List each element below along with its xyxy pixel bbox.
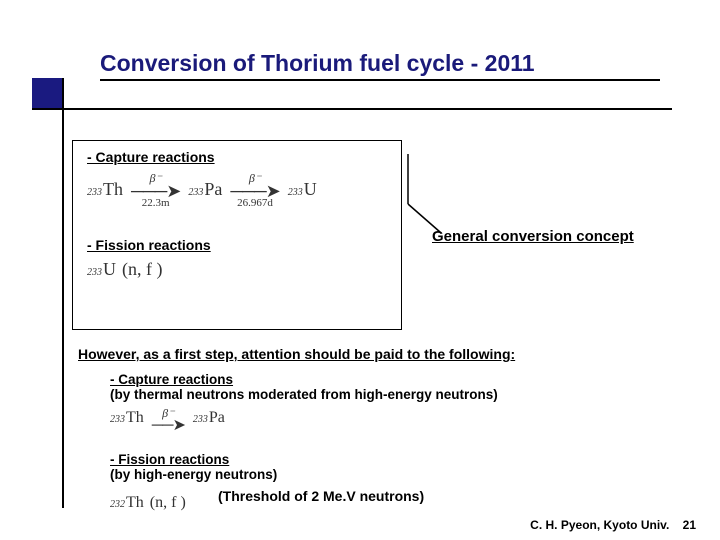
sub-fission-block: - Fission reactions (by high-energy neut…	[110, 452, 660, 482]
sub-capture-block: - Capture reactions (by thermal neutrons…	[110, 372, 660, 431]
horizontal-rule	[32, 108, 672, 110]
sub-capture-equation: 233Th β⁻──➤ 233Pa	[110, 406, 660, 431]
sub-fission-equation: 232Th (n, f )	[110, 494, 186, 512]
vertical-rule	[62, 78, 64, 508]
footer-author: C. H. Pyeon, Kyoto Univ.	[530, 518, 669, 532]
fission-equation: 233U (n, f )	[87, 259, 387, 280]
sub-fission-heading: - Fission reactions (by high-energy neut…	[110, 452, 660, 482]
title-bar: Conversion of Thorium fuel cycle - 2011	[100, 50, 660, 81]
threshold-text: (Threshold of 2 Me.V neutrons)	[218, 488, 424, 504]
page-number: 21	[683, 518, 696, 532]
page-title: Conversion of Thorium fuel cycle - 2011	[100, 50, 660, 81]
accent-square	[32, 78, 64, 110]
capture-chain-equation: 233Th β⁻───➤22.3m 233Pa β⁻───➤26.967d 23…	[87, 171, 387, 209]
capture-label: - Capture reactions	[87, 149, 387, 165]
general-concept-label: General conversion concept	[432, 228, 634, 245]
callout-line	[400, 150, 460, 240]
fission-label: - Fission reactions	[87, 237, 387, 253]
footer: C. H. Pyeon, Kyoto Univ. 21	[530, 518, 696, 532]
however-text: However, as a first step, attention shou…	[78, 346, 515, 362]
sub-capture-heading: - Capture reactions (by thermal neutrons…	[110, 372, 660, 402]
reactions-box: - Capture reactions 233Th β⁻───➤22.3m 23…	[72, 140, 402, 330]
